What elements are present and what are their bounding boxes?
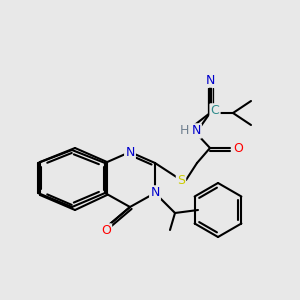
Text: N: N [205, 74, 215, 86]
Text: S: S [177, 173, 185, 187]
Text: N: N [150, 187, 160, 200]
Text: N: N [191, 124, 201, 137]
Text: C: C [211, 104, 219, 118]
Text: H: H [179, 124, 189, 137]
Text: O: O [101, 224, 111, 238]
Text: O: O [233, 142, 243, 155]
Text: N: N [125, 146, 135, 158]
